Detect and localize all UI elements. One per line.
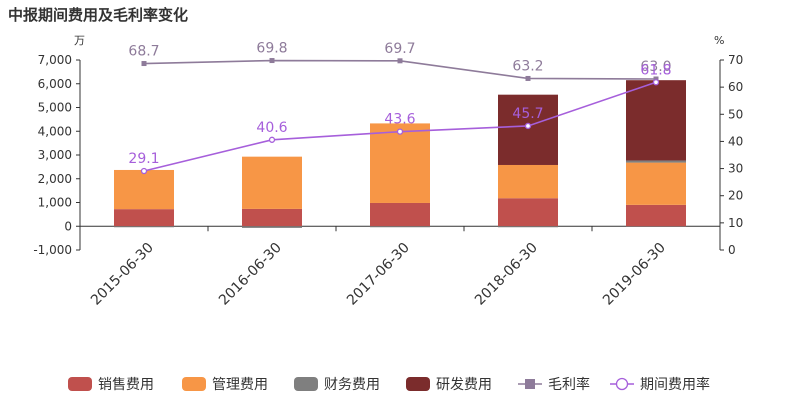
- bar-segment: [370, 226, 430, 228]
- bar-segment: [626, 162, 686, 205]
- legend-label: 期间费用率: [640, 376, 710, 393]
- legend-item: 财务费用: [294, 377, 380, 393]
- data-point: [141, 61, 147, 67]
- left-tick-label: 4,000: [38, 124, 72, 138]
- bars: [114, 80, 686, 228]
- right-axis-unit: %: [714, 34, 724, 47]
- right-tick-label: 20: [728, 189, 743, 203]
- data-label: 61.8: [640, 62, 671, 78]
- legend-label: 销售费用: [98, 377, 154, 393]
- data-label: 29.1: [128, 151, 159, 167]
- left-tick-label: 0: [64, 219, 72, 233]
- right-tick-label: 60: [728, 80, 743, 94]
- data-label: 69.8: [256, 41, 287, 57]
- bar-segment: [498, 226, 558, 228]
- data-point: [140, 167, 148, 175]
- bar-segment: [626, 204, 686, 227]
- x-tick-label: 2019-06-30: [600, 240, 669, 309]
- left-tick-label: 1,000: [38, 196, 72, 210]
- bar-segment: [626, 160, 686, 163]
- left-tick-label: -1,000: [33, 243, 72, 257]
- right-tick-label: 30: [728, 162, 743, 176]
- data-point: [652, 79, 660, 86]
- legend-label: 毛利率: [548, 376, 590, 393]
- chart-title: 中报期间费用及毛利率变化: [8, 6, 188, 24]
- data-point: [524, 122, 532, 130]
- data-label: 68.7: [128, 44, 159, 60]
- data-point: [396, 128, 404, 135]
- legend-swatch: [182, 377, 206, 391]
- data-point: [525, 75, 531, 81]
- legend-item: 期间费用率: [610, 376, 710, 393]
- legend-label: 研发费用: [436, 377, 492, 393]
- legend-label: 财务费用: [324, 377, 380, 393]
- bar-segment: [242, 156, 302, 209]
- data-label: 63.2: [512, 58, 543, 74]
- legend-item: 毛利率: [518, 376, 590, 393]
- legend-swatch: [294, 377, 318, 391]
- bar-segment: [626, 80, 686, 161]
- legend: 销售费用 管理费用 财务费用 研发费用 毛利率 期间费用率: [68, 376, 710, 393]
- data-label: 40.6: [256, 120, 287, 136]
- bar-segment: [242, 226, 302, 228]
- data-label: 45.7: [512, 106, 543, 122]
- legend-marker: [615, 377, 629, 391]
- legend-label: 管理费用: [212, 377, 268, 393]
- data-point: [268, 136, 276, 143]
- legend-item: 管理费用: [182, 377, 268, 393]
- bar-segment: [498, 164, 558, 199]
- right-axis-ticks: 70 60 50 40 30 20 10 0: [720, 53, 743, 257]
- data-point: [653, 76, 659, 82]
- bar-segment: [242, 208, 302, 227]
- lines: 68.7 69.8 69.7 63.2 63.0 29.1 40.6 43.6 45.7 61.8: [128, 41, 672, 175]
- left-tick-label: 5,000: [38, 101, 72, 115]
- legend-swatch: [406, 377, 430, 391]
- x-tick-label: 2018-06-30: [472, 240, 541, 309]
- legend-item: 研发费用: [406, 377, 492, 393]
- right-tick-label: 70: [728, 53, 743, 67]
- legend-marker: [525, 379, 535, 389]
- data-point: [269, 58, 275, 64]
- data-point: [397, 58, 403, 64]
- bar-segment: [498, 198, 558, 227]
- data-label: 43.6: [384, 112, 415, 128]
- right-tick-label: 10: [728, 216, 743, 230]
- bar-segment: [370, 123, 430, 203]
- left-tick-label: 2,000: [38, 172, 72, 186]
- left-tick-label: 7,000: [38, 53, 72, 67]
- left-tick-label: 6,000: [38, 77, 72, 91]
- bar-segment: [114, 209, 174, 227]
- right-tick-label: 40: [728, 134, 743, 148]
- left-axis-ticks: 7,000 6,000 5,000 4,000 3,000 2,000 1,000 0 -1,0…: [33, 53, 80, 257]
- x-tick-label: 2017-06-30: [344, 240, 413, 309]
- x-tick-label: 2016-06-30: [216, 240, 285, 309]
- bar-segment: [370, 202, 430, 227]
- x-tick-label: 2015-06-30: [88, 240, 157, 309]
- legend-swatch: [68, 377, 92, 391]
- right-tick-label: 0: [728, 243, 736, 257]
- bar-segment: [498, 94, 558, 165]
- legend-item: 销售费用: [68, 377, 154, 393]
- data-label: 63.0: [640, 59, 671, 75]
- right-tick-label: 50: [728, 107, 743, 121]
- bar-segment: [114, 226, 174, 228]
- x-axis-ticks: 2015-06-30 2016-06-30 2017-06-30 2018-06-30…: [88, 240, 669, 309]
- data-label: 69.7: [384, 41, 415, 57]
- left-tick-label: 3,000: [38, 148, 72, 162]
- left-axis-unit: 万: [74, 34, 85, 47]
- bar-segment: [114, 169, 174, 210]
